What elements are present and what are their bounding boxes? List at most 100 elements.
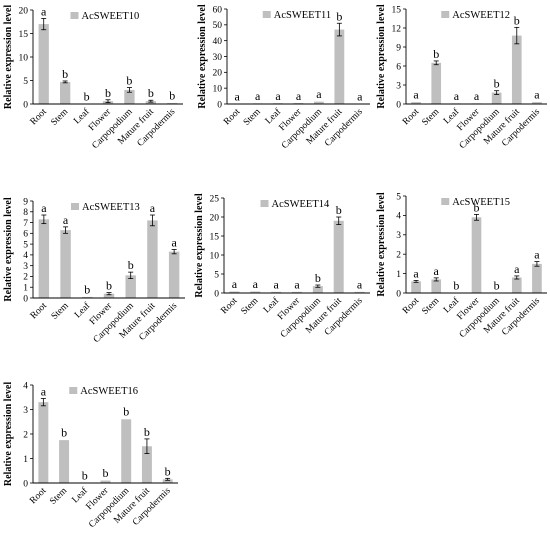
bar-leaf — [271, 291, 282, 293]
legend-swatch — [441, 198, 450, 205]
y-tick-label: 5 — [23, 77, 28, 87]
bar-root — [38, 24, 49, 105]
bar-flower — [100, 480, 111, 483]
y-tick-label: 10 — [19, 53, 29, 63]
bar-leaf — [82, 296, 93, 298]
significance-label: b — [103, 466, 109, 480]
y-tick-label: 15 — [19, 30, 29, 40]
significance-label: a — [454, 89, 460, 103]
legend-label: AcSWEET14 — [272, 199, 330, 210]
legend-swatch — [70, 12, 79, 19]
bar-carpopodium — [314, 101, 324, 104]
chart-panel: Relative expression level 0 1 2 3 4 5 a Root a Ste… — [376, 192, 547, 340]
bar-mature-fruit — [511, 35, 522, 104]
bar-carpodermis — [354, 291, 365, 293]
legend-swatch — [260, 200, 269, 207]
y-tick-label: 3 — [396, 81, 401, 91]
y-tick-label: 20 — [213, 69, 223, 79]
legend-swatch — [71, 203, 79, 210]
chart-panel: Relative expression level 0 5 10 15 20 25 a Root… — [194, 193, 370, 340]
category-label: Root — [28, 486, 48, 506]
y-tick-label: 1 — [23, 284, 28, 294]
y-tick-label: 0 — [23, 100, 28, 110]
category-label: Root — [401, 296, 421, 316]
y-tick-label: 10 — [210, 251, 220, 261]
y-tick-label: 50 — [213, 21, 223, 31]
significance-label: a — [232, 277, 238, 291]
y-axis-label: Relative expression level — [3, 5, 14, 109]
significance-label: a — [150, 201, 156, 215]
y-tick-label: 5 — [214, 270, 219, 280]
bar-carpodermis — [167, 103, 178, 104]
significance-label: a — [273, 277, 279, 291]
category-label: Root — [222, 107, 242, 127]
bar-stem — [60, 81, 71, 104]
legend-label: AcSWEET10 — [82, 11, 140, 22]
category-label: Root — [219, 296, 239, 316]
y-tick-label: 5 — [396, 192, 401, 202]
category-label: Root — [29, 107, 49, 127]
significance-label: b — [105, 86, 111, 100]
significance-label: a — [316, 87, 322, 101]
y-tick-label: 2 — [23, 430, 28, 440]
bar-stem — [250, 291, 261, 293]
category-label: Stem — [49, 107, 70, 128]
significance-label: b — [62, 67, 68, 81]
legend-swatch — [441, 11, 450, 18]
bar-root — [229, 291, 240, 293]
significance-label: a — [534, 87, 540, 101]
significance-label: a — [514, 262, 520, 276]
bar-mature-fruit — [147, 220, 158, 298]
bar-root — [411, 281, 421, 293]
legend-swatch — [69, 387, 78, 394]
y-tick-label: 5 — [23, 240, 28, 250]
y-axis-label: Relative expression level — [197, 4, 208, 108]
bar-flower — [293, 103, 304, 104]
significance-label: b — [123, 405, 129, 419]
y-tick-label: 3 — [396, 231, 401, 241]
y-tick-label: 3 — [23, 262, 28, 272]
significance-label: a — [296, 89, 302, 103]
y-tick-label: 4 — [23, 381, 28, 391]
significance-label: a — [41, 201, 47, 215]
bar-stem — [59, 440, 70, 483]
bar-carpodermis — [532, 102, 542, 104]
legend-label: AcSWEET15 — [452, 197, 510, 208]
significance-label: b — [84, 89, 90, 103]
y-tick-label: 0 — [396, 289, 401, 299]
y-tick-label: 30 — [213, 53, 223, 63]
bar-root — [38, 402, 49, 483]
bar-carpopodium — [124, 89, 135, 104]
y-tick-label: 12 — [392, 24, 402, 34]
significance-label: a — [253, 277, 259, 291]
y-tick-label: 9 — [396, 43, 401, 53]
chart-panel: Relative expression level 0 1 2 3 4 a Root b Stem… — [3, 381, 178, 530]
y-tick-label: 0 — [217, 100, 222, 110]
significance-label: b — [433, 47, 439, 61]
significance-label: b — [82, 468, 88, 482]
y-tick-label: 0 — [396, 100, 401, 110]
y-tick-label: 10 — [213, 84, 223, 94]
chart-panel: Relative expression level 0 3 6 9 12 15 a Root b S… — [376, 4, 547, 151]
category-label: Stem — [242, 107, 263, 128]
legend-label: AcSWEET11 — [274, 10, 331, 21]
bar-stem — [431, 279, 442, 293]
significance-label: a — [171, 236, 177, 250]
y-tick-label: 15 — [210, 232, 220, 242]
chart-panel: Relative expression level 0102030405060aR… — [197, 4, 370, 151]
significance-label: a — [357, 89, 363, 103]
y-axis-label: Relative expression level — [3, 197, 14, 301]
bar-carpopodium — [125, 275, 136, 298]
bar-carpopodium — [121, 419, 132, 483]
significance-label: a — [413, 266, 419, 280]
significance-label: b — [165, 464, 171, 478]
bar-carpopodium — [312, 286, 323, 293]
y-tick-label: 4 — [396, 212, 401, 222]
y-tick-label: 7 — [23, 219, 28, 229]
category-label: Stem — [420, 296, 441, 317]
bar-stem — [60, 230, 71, 298]
significance-label: b — [61, 425, 67, 439]
significance-label: b — [106, 279, 112, 293]
significance-label: b — [336, 9, 342, 23]
